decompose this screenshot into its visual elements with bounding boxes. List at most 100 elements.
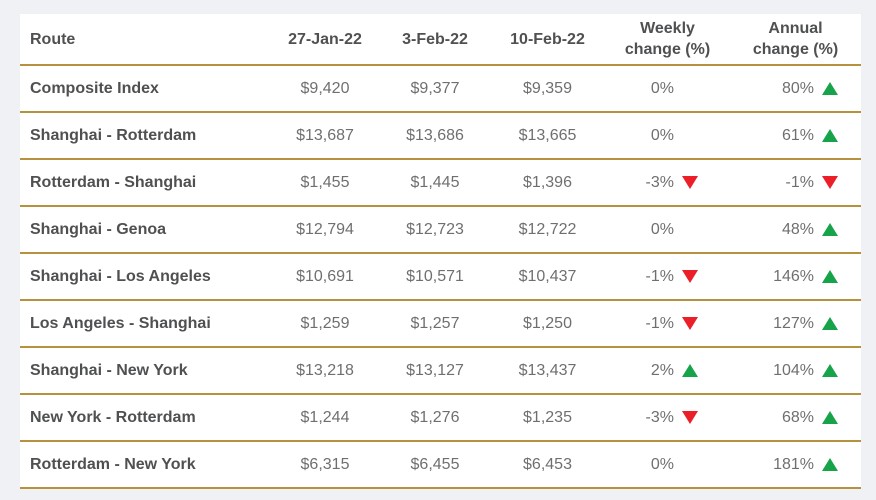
price-cell: $12,794 — [296, 220, 354, 238]
price-cell: $1,396 — [523, 173, 572, 191]
down-triangle-icon — [682, 317, 698, 330]
price-cell: $9,359 — [523, 79, 572, 97]
route-cell: Rotterdam - New York — [30, 455, 196, 473]
weekly-change-value: -3% — [645, 408, 674, 426]
route-cell: Los Angeles - Shanghai — [30, 314, 211, 332]
weekly-change-value: -3% — [645, 173, 674, 191]
weekly-change-indicator-slot — [674, 223, 698, 237]
weekly-change-value: 2% — [650, 361, 674, 379]
annual-change-value: 146% — [773, 267, 814, 285]
table-row: Shanghai - Genoa $12,794 $12,723 $12,722 0% 4… — [20, 207, 861, 254]
annual-change-value: 61% — [781, 126, 814, 144]
price-cell: $12,723 — [406, 220, 464, 238]
table-row: New York - Rotterdam $1,244 $1,276 $1,235 -3… — [20, 395, 861, 442]
weekly-change-cell: -3% — [605, 174, 730, 192]
annual-change-cell: -1% — [730, 174, 861, 192]
weekly-change-value: 0% — [650, 455, 674, 473]
annual-change-indicator-slot — [814, 176, 838, 190]
annual-change-indicator-slot — [814, 364, 838, 378]
price-cell: $6,453 — [523, 455, 572, 473]
route-cell: New York - Rotterdam — [30, 408, 196, 426]
weekly-change-indicator-slot — [674, 317, 698, 331]
column-header-route: Route — [30, 30, 76, 48]
price-cell: $9,377 — [410, 79, 460, 97]
price-cell: $1,250 — [523, 314, 572, 332]
column-header-line: change (%) — [752, 41, 839, 58]
up-triangle-icon — [822, 270, 838, 283]
table-row: Los Angeles - Shanghai $1,259 $1,257 $1,250… — [20, 301, 861, 348]
weekly-change-cell: -1% — [605, 268, 730, 286]
annual-change-cell: 104% — [730, 362, 861, 380]
down-triangle-icon — [682, 270, 698, 283]
weekly-change-cell: 2% — [605, 362, 730, 380]
table-header-row: Route 27-Jan-22 3-Feb-22 10-Feb-22 Weekly cha… — [20, 14, 861, 66]
weekly-change-indicator-slot — [674, 270, 698, 284]
weekly-change-cell: 0% — [605, 456, 730, 474]
annual-change-value: 80% — [781, 79, 814, 97]
down-triangle-icon — [682, 176, 698, 189]
weekly-change-cell: 0% — [605, 127, 730, 145]
price-cell: $1,445 — [410, 173, 460, 191]
weekly-change-indicator-slot — [674, 364, 698, 378]
annual-change-value: 104% — [773, 361, 814, 379]
up-triangle-icon — [682, 364, 698, 377]
price-cell: $9,420 — [300, 79, 350, 97]
annual-change-cell: 146% — [730, 268, 861, 286]
up-triangle-icon — [822, 411, 838, 424]
annual-change-value: 181% — [773, 455, 814, 473]
route-cell: Composite Index — [30, 79, 159, 97]
weekly-change-indicator-slot — [674, 458, 698, 472]
weekly-change-value: 0% — [650, 220, 674, 238]
table-row: Shanghai - Rotterdam $13,687 $13,686 $13,66… — [20, 113, 861, 160]
price-cell: $13,687 — [296, 126, 354, 144]
price-cell: $1,257 — [410, 314, 460, 332]
table-row: Composite Index $9,420 $9,377 $9,359 0% 80% — [20, 66, 861, 113]
price-cell: $10,437 — [518, 267, 577, 285]
weekly-change-indicator-slot — [674, 129, 698, 143]
annual-change-value: 127% — [773, 314, 814, 332]
annual-change-indicator-slot — [814, 82, 838, 96]
weekly-change-indicator-slot — [674, 176, 698, 190]
table-row: Rotterdam - Shanghai $1,455 $1,445 $1,396 -3… — [20, 160, 861, 207]
annual-change-cell: 80% — [730, 80, 861, 98]
annual-change-indicator-slot — [814, 270, 838, 284]
table-row: Shanghai - Los Angeles $10,691 $10,571 $10,… — [20, 254, 861, 301]
price-cell: $1,259 — [300, 314, 350, 332]
column-header-annual-change: Annual change (%) — [730, 18, 861, 60]
price-cell: $13,665 — [518, 126, 577, 144]
price-cell: $1,244 — [300, 408, 350, 426]
annual-change-cell: 48% — [730, 221, 861, 239]
annual-change-cell: 68% — [730, 409, 861, 427]
price-cell: $10,691 — [296, 267, 354, 285]
weekly-change-cell: 0% — [605, 80, 730, 98]
annual-change-cell: 61% — [730, 127, 861, 145]
annual-change-indicator-slot — [814, 411, 838, 425]
annual-change-cell: 181% — [730, 456, 861, 474]
route-cell: Shanghai - New York — [30, 361, 188, 379]
weekly-change-value: 0% — [650, 79, 674, 97]
weekly-change-indicator-slot — [674, 411, 698, 425]
route-cell: Rotterdam - Shanghai — [30, 173, 197, 191]
route-cell: Shanghai - Los Angeles — [30, 267, 211, 285]
price-cell: $13,437 — [518, 361, 577, 379]
price-cell: $1,276 — [410, 408, 460, 426]
weekly-change-cell: -3% — [605, 409, 730, 427]
annual-change-indicator-slot — [814, 129, 838, 143]
down-triangle-icon — [682, 411, 698, 424]
price-cell: $12,722 — [518, 220, 577, 238]
price-cell: $13,686 — [406, 126, 464, 144]
up-triangle-icon — [822, 223, 838, 236]
column-header-3-feb-22: 3-Feb-22 — [402, 30, 468, 48]
weekly-change-cell: -1% — [605, 315, 730, 333]
price-cell: $6,455 — [410, 455, 460, 473]
table-body: Composite Index $9,420 $9,377 $9,359 0% 80% Sh… — [20, 66, 861, 489]
weekly-change-value: 0% — [650, 126, 674, 144]
annual-change-value: -1% — [785, 173, 814, 191]
column-header-27-jan-22: 27-Jan-22 — [288, 30, 362, 48]
weekly-change-value: -1% — [645, 267, 674, 285]
annual-change-value: 68% — [781, 408, 814, 426]
annual-change-indicator-slot — [814, 317, 838, 331]
up-triangle-icon — [822, 364, 838, 377]
column-header-10-feb-22: 10-Feb-22 — [510, 30, 585, 48]
